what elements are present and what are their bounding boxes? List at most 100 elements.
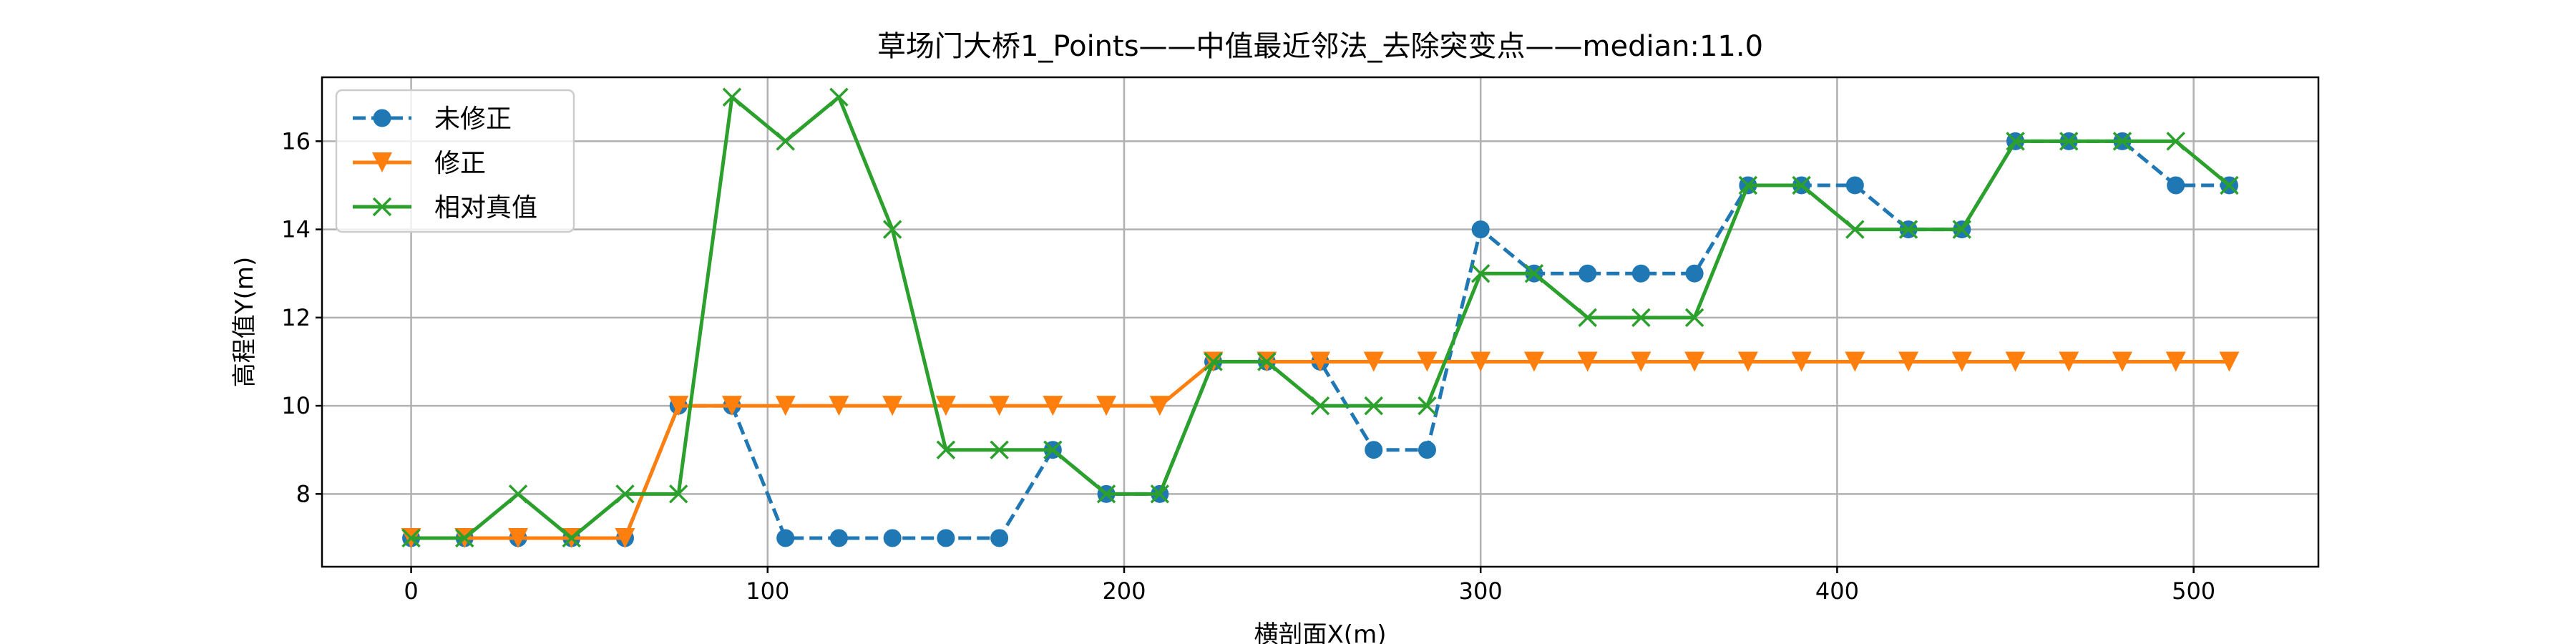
series-2-point: [1470, 351, 1491, 372]
series-1-point: [1631, 264, 1650, 283]
series-3-point: [2220, 175, 2239, 195]
series-2-point: [668, 396, 689, 416]
x-tick-label: 300: [1459, 577, 1503, 605]
legend-label: 相对真值: [434, 193, 537, 223]
series-2-point: [775, 396, 796, 416]
legend-marker: [372, 152, 392, 172]
chart-title: 草场门大桥1_Points——中值最近邻法_去除突变点——median:11.0: [877, 30, 1763, 63]
series-1-point: [776, 529, 795, 547]
series-2-point: [1577, 351, 1598, 372]
series-1-point: [1685, 264, 1704, 283]
series-3-point: [2059, 132, 2079, 151]
series-2-point: [1684, 351, 1705, 372]
series-3-point: [1096, 484, 1116, 504]
x-tick-label: 500: [2172, 577, 2215, 605]
series-3-point: [1578, 308, 1597, 328]
series-3-point: [1898, 220, 1918, 239]
legend-box: [335, 89, 575, 233]
axes-frame: [321, 76, 2320, 568]
series-3-point: [776, 132, 795, 151]
series-2-point: [2112, 351, 2132, 372]
y-tick-label: 14: [281, 216, 311, 243]
series-2-point: [1737, 351, 1758, 372]
series-2-point: [1845, 351, 1865, 372]
legend-label: 修正: [434, 149, 486, 178]
x-tick-label: 200: [1102, 577, 1146, 605]
series-3-point: [1470, 263, 1491, 283]
series-3-point: [1631, 308, 1651, 328]
series-3-point: [2166, 132, 2185, 151]
series-3-point: [936, 440, 956, 459]
series-3-point: [562, 528, 581, 548]
axis-ticks: 0 100 200 300 400 500 8 10 12 14 16: [281, 127, 2215, 605]
series-3-point: [1418, 396, 1437, 416]
series-2-point: [829, 396, 849, 416]
legend-marker: [373, 109, 391, 127]
series-2-point: [2219, 351, 2240, 372]
y-tick-label: 8: [296, 480, 311, 507]
series-2-point: [1043, 396, 1063, 416]
series-2-point: [2165, 351, 2186, 372]
series-3-point: [615, 484, 635, 504]
series-3-point: [1364, 396, 1383, 416]
series-2-point: [1523, 351, 1544, 372]
series-3-point: [990, 440, 1009, 459]
series-1-point: [883, 529, 902, 547]
series-3-point: [1952, 220, 1972, 239]
series-1-point: [829, 529, 848, 547]
series-3-point: [401, 528, 421, 548]
series-3-point: [455, 528, 474, 548]
series-3-point: [1524, 263, 1544, 283]
series-1-point: [1471, 220, 1490, 239]
series-2-point: [989, 396, 1010, 416]
series-1-point: [990, 529, 1009, 547]
series-2-point: [1417, 351, 1438, 372]
series-1: [402, 132, 2238, 547]
series-3-point: [1845, 220, 1865, 239]
legend-entry: 修正: [353, 149, 486, 178]
series-3-point: [1684, 308, 1704, 328]
series-3-point: [1257, 352, 1277, 371]
plot-area: [401, 87, 2240, 548]
series-3-point: [508, 484, 528, 504]
x-tick-label: 400: [1815, 577, 1859, 605]
x-axis-label: 横剖面X(m): [1254, 620, 1387, 644]
series-3-point: [1738, 175, 1758, 195]
series-2-point: [721, 396, 742, 416]
series-3-point: [882, 220, 902, 239]
series-2-point: [935, 396, 956, 416]
series-3-point: [1792, 175, 1811, 195]
series-2-point: [1898, 351, 1919, 372]
series-2-point: [615, 527, 635, 548]
series-3-point: [2006, 132, 2025, 151]
y-tick-label: 12: [281, 304, 311, 331]
grid-lines: [322, 77, 2318, 567]
series-3: [401, 87, 2239, 548]
series-3-point: [1204, 352, 1223, 371]
series-2-point: [882, 396, 903, 416]
series-1-point: [2167, 176, 2185, 195]
series-3-point: [829, 87, 849, 107]
series-2-point: [2005, 351, 2026, 372]
series-2-point: [1149, 396, 1170, 416]
legend-entry: 未修正: [353, 104, 512, 134]
series-1-point: [1845, 176, 1864, 195]
series-1-point: [1418, 441, 1436, 459]
series-2-point: [2059, 351, 2079, 372]
series-2-point: [1310, 351, 1330, 372]
series-2-point: [1951, 351, 1972, 372]
series-1-point: [1579, 264, 1597, 283]
series-2-point: [508, 527, 529, 548]
x-tick-label: 0: [404, 577, 418, 605]
series-3-point: [1310, 396, 1330, 416]
legend-entry: 相对真值: [353, 193, 537, 223]
series-2-point: [1631, 351, 1652, 372]
series-2-point: [1363, 351, 1384, 372]
legend-marker: [372, 197, 392, 217]
series-2-point: [1096, 396, 1117, 416]
series-3-point: [1043, 440, 1063, 459]
series-1-line: [411, 139, 2230, 540]
series-2: [401, 351, 2240, 548]
